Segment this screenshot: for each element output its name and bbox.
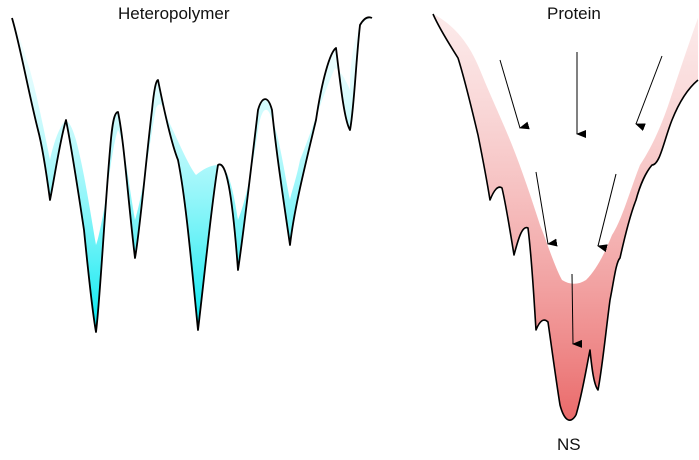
protein-title: Protein [547, 4, 601, 23]
protein-funnel-right-edge [575, 79, 699, 416]
protein-funnel-left-edge [432, 13, 577, 421]
arrow-left-upper [499, 59, 530, 130]
heteropolymer-title: Heteropolymer [118, 4, 230, 23]
native-state-label: NS [557, 435, 581, 454]
heteropolymer-outline [11, 16, 373, 333]
arrow-left-lower [535, 171, 558, 247]
arrow-right-upper [635, 55, 663, 131]
heteropolymer-fill [12, 17, 372, 333]
arrow-bottom [571, 273, 583, 348]
arrow-right-lower [597, 173, 617, 253]
protein-funnel-fill [433, 14, 698, 421]
